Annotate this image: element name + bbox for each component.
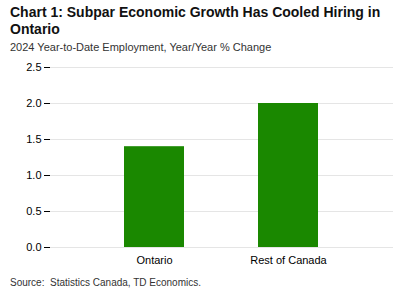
html-text:Source: Statistics Canada, TD: Source: Statistics Canada, TD Economics. [10,277,201,288]
svg-text:Ontario: Ontario [136,254,172,266]
svg-text:0.5: 0.5 [26,205,41,217]
svg-text:0.0: 0.0 [26,241,41,253]
html-text:2024 Year-to-Date Employment,: 2024 Year-to-Date Employment, Year/Year … [10,41,272,53]
svg-text:2.5: 2.5 [26,61,41,73]
html-text:Chart 1: Subpar Economic Growt: Chart 1: Subpar Economic Growth Has Cool… [10,4,381,37]
svg-text:1.5: 1.5 [26,133,41,145]
svg-text:1.0: 1.0 [26,169,41,181]
svg-text:2.0: 2.0 [26,97,41,109]
svg-text:Rest of Canada: Rest of Canada [250,254,327,266]
